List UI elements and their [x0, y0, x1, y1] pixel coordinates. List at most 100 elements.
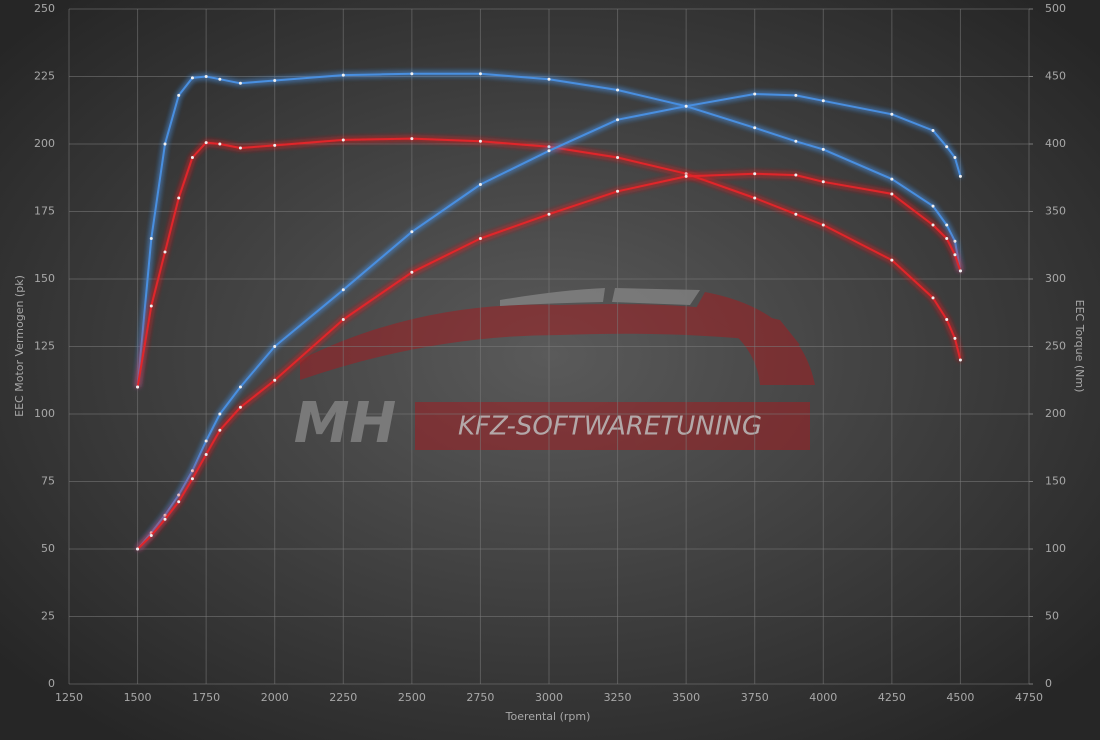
- data-point: [547, 145, 551, 149]
- data-point: [177, 493, 181, 497]
- x-tick-label: 4000: [809, 691, 837, 704]
- x-tick-label: 2000: [261, 691, 289, 704]
- data-point: [684, 172, 688, 176]
- data-point: [410, 270, 414, 274]
- x-tick-label: 2750: [466, 691, 494, 704]
- y2-tick-label: 350: [1045, 205, 1066, 218]
- data-point: [149, 534, 153, 537]
- y-tick-label: 75: [41, 475, 55, 488]
- x-tick-label: 2500: [398, 691, 426, 704]
- y2-tick-label: 150: [1045, 475, 1066, 488]
- data-point: [794, 173, 798, 177]
- data-point: [821, 223, 825, 227]
- y-tick-label: 50: [41, 542, 55, 555]
- data-point: [821, 99, 825, 103]
- data-point: [410, 137, 414, 141]
- y2-tick-label: 500: [1045, 2, 1066, 15]
- data-point: [218, 428, 222, 432]
- x-tick-label: 3750: [741, 691, 769, 704]
- y2-tick-label: 0: [1045, 677, 1052, 690]
- x-axis-label: Toerental (rpm): [505, 710, 591, 723]
- data-point: [931, 129, 935, 132]
- x-tick-label: 1500: [124, 691, 152, 704]
- data-point: [616, 88, 620, 92]
- data-point: [547, 77, 551, 81]
- data-point: [177, 196, 181, 200]
- data-point: [945, 223, 949, 227]
- data-point: [190, 156, 194, 159]
- watermark-text: KFZ-SOFTWARETUNING: [458, 412, 762, 442]
- data-point: [190, 469, 194, 473]
- y-axis-label: EEC Motor Vermogen (pk): [13, 275, 26, 417]
- data-point: [163, 513, 167, 517]
- y2-tick-label: 50: [1045, 610, 1059, 623]
- y-tick-label: 25: [41, 610, 55, 623]
- data-point: [616, 189, 620, 193]
- data-point: [410, 230, 414, 234]
- data-point: [218, 412, 222, 416]
- y2-tick-label: 450: [1045, 70, 1066, 83]
- data-point: [149, 304, 153, 308]
- data-point: [953, 336, 957, 340]
- y-tick-label: 250: [34, 2, 55, 15]
- data-point: [890, 258, 894, 262]
- data-point: [410, 72, 414, 76]
- x-tick-label: 4750: [1015, 691, 1043, 704]
- data-point: [163, 142, 167, 146]
- data-point: [238, 81, 242, 85]
- data-point: [218, 77, 222, 81]
- data-point: [821, 147, 825, 151]
- data-point: [204, 75, 208, 78]
- data-point: [190, 76, 194, 80]
- data-point: [945, 237, 949, 240]
- data-point: [190, 477, 194, 481]
- data-point: [547, 212, 551, 216]
- data-point: [890, 192, 894, 196]
- data-point: [478, 139, 482, 143]
- y-tick-label: 125: [34, 340, 55, 353]
- data-point: [753, 92, 757, 96]
- data-point: [684, 104, 688, 108]
- logo-arc: [500, 288, 700, 306]
- y2-axis-label: EEC Torque (Nm): [1073, 300, 1086, 393]
- data-point: [945, 145, 949, 149]
- data-point: [958, 174, 962, 178]
- data-point: [163, 250, 167, 254]
- data-point: [890, 177, 894, 181]
- data-point: [616, 118, 620, 122]
- y-tick-label: 0: [48, 677, 55, 690]
- data-point: [341, 73, 345, 77]
- data-point: [341, 288, 345, 292]
- x-tick-label: 3500: [672, 691, 700, 704]
- x-tick-label: 4250: [878, 691, 906, 704]
- data-point: [794, 212, 798, 216]
- data-point: [958, 269, 962, 273]
- data-point: [616, 156, 620, 159]
- x-tick-label: 3000: [535, 691, 563, 704]
- y2-tick-label: 250: [1045, 340, 1066, 353]
- data-point: [953, 156, 957, 159]
- data-point: [958, 358, 962, 362]
- data-point: [238, 385, 242, 389]
- x-tick-label: 3250: [604, 691, 632, 704]
- y-tick-label: 200: [34, 137, 55, 150]
- y-tick-label: 225: [34, 70, 55, 83]
- x-tick-label: 4500: [946, 691, 974, 704]
- data-point: [931, 204, 935, 208]
- data-point: [478, 72, 482, 76]
- data-point: [341, 318, 345, 321]
- x-tick-label: 1250: [55, 691, 83, 704]
- data-point: [794, 139, 798, 143]
- data-point: [238, 146, 242, 150]
- y-tick-label: 175: [34, 205, 55, 218]
- data-point: [273, 143, 277, 147]
- y-tick-label: 100: [34, 407, 55, 420]
- data-point: [890, 112, 894, 116]
- data-point: [953, 253, 957, 257]
- data-point: [273, 79, 277, 83]
- data-point: [931, 296, 935, 300]
- data-point: [136, 385, 140, 389]
- data-point: [273, 378, 277, 382]
